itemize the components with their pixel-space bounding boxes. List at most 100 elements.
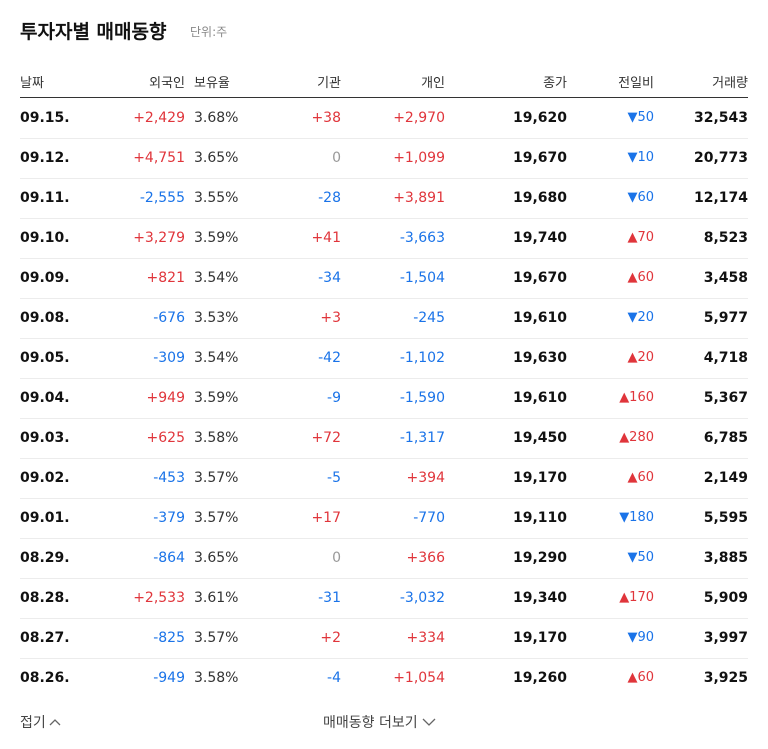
change-cell: ▲60 (627, 670, 654, 685)
unit: 단위:주 (190, 25, 228, 39)
change-cell: ▲70 (627, 230, 654, 245)
individual-cell: -1,590 (399, 390, 445, 406)
date-cell: 09.01. (20, 510, 70, 526)
volume-cell: 5,977 (703, 310, 748, 326)
date-cell: 08.26. (20, 670, 70, 686)
row-separator (20, 218, 748, 219)
column-header: 날짜 (20, 76, 44, 91)
close-cell: 19,110 (512, 510, 567, 526)
change-cell: ▲160 (619, 390, 654, 405)
change-cell: ▼50 (627, 550, 654, 565)
change-cell: ▼20 (627, 310, 654, 325)
close-cell: 19,670 (512, 150, 567, 166)
individual-cell: +394 (406, 470, 445, 486)
more-text: 매매동향 더보기 (323, 715, 418, 731)
close-cell: 19,620 (512, 110, 567, 126)
holding-ratio-cell: 3.57% (194, 510, 239, 526)
holding-ratio-cell: 3.55% (194, 190, 239, 206)
volume-cell: 8,523 (703, 230, 748, 246)
column-header: 개인 (421, 76, 445, 91)
foreign-cell: -864 (153, 550, 185, 566)
individual-cell: -1,102 (399, 350, 445, 366)
row-separator (20, 458, 748, 459)
institution-cell: +3 (320, 310, 341, 326)
more-link[interactable]: 매매동향 더보기 (323, 712, 437, 732)
volume-cell: 12,174 (693, 190, 748, 206)
close-cell: 19,610 (512, 390, 567, 406)
volume-cell: 5,367 (703, 390, 748, 406)
change-cell: ▼90 (627, 630, 654, 645)
close-cell: 19,450 (512, 430, 567, 446)
holding-ratio-cell: 3.54% (194, 270, 239, 286)
date-cell: 08.29. (20, 550, 70, 566)
date-cell: 09.04. (20, 390, 70, 406)
row-separator (20, 618, 748, 619)
institution-cell: +17 (311, 510, 341, 526)
row-separator (20, 378, 748, 379)
header-rule (20, 97, 748, 98)
institution-cell: -34 (318, 270, 341, 286)
individual-cell: +366 (406, 550, 445, 566)
change-cell: ▲20 (627, 350, 654, 365)
holding-ratio-cell: 3.68% (194, 110, 239, 126)
institution-cell: -42 (318, 350, 341, 366)
institution-cell: +2 (320, 630, 341, 646)
holding-ratio-cell: 3.58% (194, 670, 239, 686)
foreign-cell: +2,533 (133, 590, 185, 606)
volume-cell: 5,909 (703, 590, 748, 606)
volume-cell: 2,149 (703, 470, 748, 486)
holding-ratio-cell: 3.61% (194, 590, 239, 606)
foreign-cell: -676 (153, 310, 185, 326)
change-cell: ▲60 (627, 270, 654, 285)
volume-cell: 3,885 (703, 550, 748, 566)
chevron-down (422, 718, 436, 726)
volume-cell: 3,997 (703, 630, 748, 646)
chevron-up (49, 719, 61, 726)
change-cell: ▲60 (627, 470, 654, 485)
date-cell: 09.09. (20, 270, 70, 286)
row-separator (20, 578, 748, 579)
individual-cell: -3,663 (399, 230, 445, 246)
individual-cell: +334 (406, 630, 445, 646)
row-separator (20, 258, 748, 259)
column-header: 종가 (543, 76, 567, 91)
column-header: 거래량 (712, 76, 748, 91)
change-cell: ▲170 (619, 590, 654, 605)
holding-ratio-cell: 3.58% (194, 430, 239, 446)
foreign-cell: +2,429 (133, 110, 185, 126)
holding-ratio-cell: 3.65% (194, 550, 239, 566)
change-cell: ▲280 (619, 430, 654, 445)
foreign-cell: -379 (153, 510, 185, 526)
individual-cell: +1,099 (393, 150, 445, 166)
holding-ratio-cell: 3.65% (194, 150, 239, 166)
volume-cell: 4,718 (703, 350, 748, 366)
date-cell: 08.28. (20, 590, 70, 606)
holding-ratio-cell: 3.54% (194, 350, 239, 366)
institution-cell: +38 (311, 110, 341, 126)
row-separator (20, 178, 748, 179)
change-cell: ▼50 (627, 110, 654, 125)
row-separator (20, 418, 748, 419)
collapse-link[interactable]: 접기 (20, 712, 62, 732)
row-separator (20, 338, 748, 339)
institution-cell: 0 (332, 150, 341, 166)
change-cell: ▼10 (627, 150, 654, 165)
change-cell: ▼60 (627, 190, 654, 205)
close-cell: 19,630 (512, 350, 567, 366)
date-cell: 09.10. (20, 230, 70, 246)
individual-cell: +2,970 (393, 110, 445, 126)
holding-ratio-cell: 3.53% (194, 310, 239, 326)
date-cell: 09.02. (20, 470, 70, 486)
volume-cell: 3,925 (703, 670, 748, 686)
foreign-cell: +4,751 (133, 150, 185, 166)
institution-cell: -28 (318, 190, 341, 206)
foreign-cell: +949 (146, 390, 185, 406)
institution-cell: -4 (327, 670, 341, 686)
foreign-cell: -825 (153, 630, 185, 646)
volume-cell: 20,773 (693, 150, 748, 166)
collapse-text: 접기 (20, 715, 46, 731)
column-header: 외국인 (149, 76, 185, 91)
volume-cell: 5,595 (703, 510, 748, 526)
row-separator (20, 498, 748, 499)
holding-ratio-cell: 3.59% (194, 390, 239, 406)
